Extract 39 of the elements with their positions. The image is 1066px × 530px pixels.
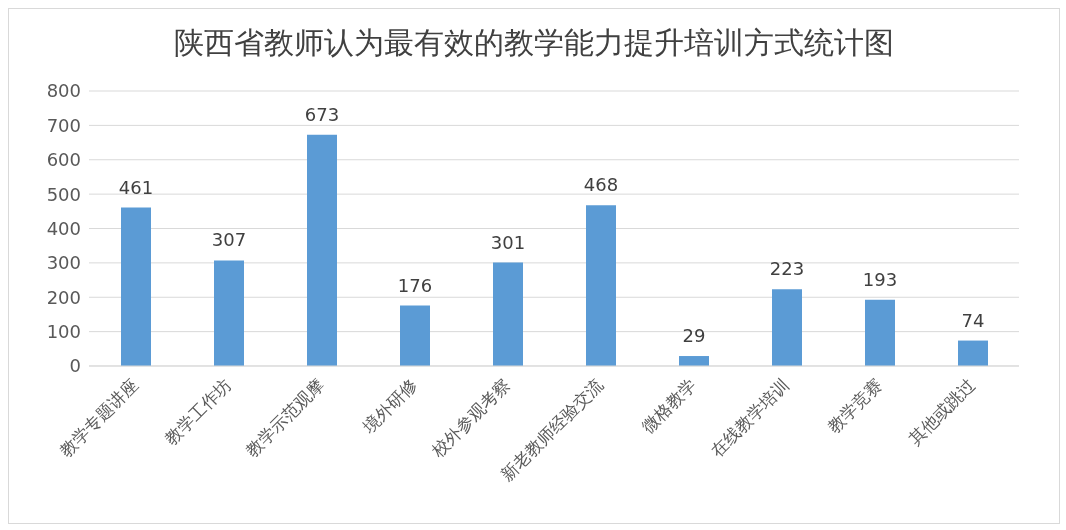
y-tick-label: 800: [46, 80, 81, 102]
chart-title: 陕西省教师认为最有效的教学能力提升培训方式统计图: [173, 24, 895, 62]
x-tick-label: 教学工作坊: [160, 374, 235, 449]
data-label: 176: [397, 274, 433, 296]
y-tick-label: 400: [46, 217, 81, 239]
y-tick-label: 500: [46, 183, 81, 205]
y-tick-label: 700: [46, 114, 81, 136]
x-tick-label: 微格教学: [637, 374, 700, 437]
bar: [679, 356, 709, 366]
data-label: 193: [862, 268, 898, 290]
data-label: 223: [769, 258, 805, 280]
data-label: 307: [211, 229, 247, 251]
bar: [400, 305, 430, 366]
bar: [121, 207, 151, 366]
data-label: 74: [961, 309, 985, 331]
data-label: 673: [304, 103, 340, 125]
bar: [586, 205, 616, 366]
x-tick-label: 其他或跳过: [904, 374, 979, 449]
bar: [772, 289, 802, 366]
y-tick-label: 0: [69, 355, 81, 377]
x-tick-label: 校外参观考察: [426, 374, 514, 462]
y-tick-label: 200: [46, 286, 81, 308]
y-tick-label: 300: [46, 252, 81, 274]
bar: [493, 262, 523, 366]
bar: [865, 299, 895, 366]
data-label: 468: [583, 174, 619, 196]
y-tick-label: 100: [46, 321, 81, 343]
bar: [214, 260, 244, 366]
data-label: 29: [682, 325, 706, 347]
data-label: 461: [118, 176, 154, 198]
y-tick-label: 600: [46, 149, 81, 171]
x-tick-label: 教学专题讲座: [55, 374, 142, 461]
x-tick-label: 在线教学培训: [706, 374, 793, 461]
bar: [958, 340, 988, 366]
bar: [307, 134, 337, 366]
x-tick-label: 教学示范观摩: [241, 374, 328, 461]
x-tick-label: 境外研修: [357, 374, 421, 438]
x-tick-label: 教学竞赛: [823, 374, 886, 437]
data-label: 301: [490, 231, 526, 253]
